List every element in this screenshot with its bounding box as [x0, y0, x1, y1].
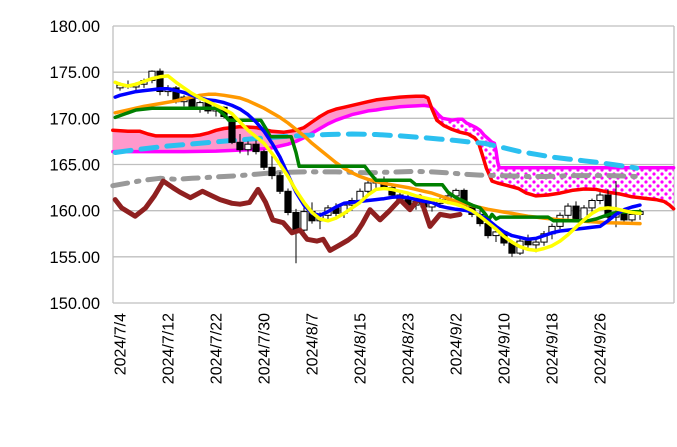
x-axis-label: 2024/9/26	[593, 313, 610, 384]
ichimoku-cloud	[112, 96, 674, 209]
senkou-b-magenta-line	[111, 103, 676, 170]
x-axis-label: 2024/7/30	[257, 313, 274, 384]
dark-red-lagging-line	[112, 178, 463, 253]
gray-dash-dot-line	[110, 168, 639, 189]
x-axis-labels: 2024/7/4 2024/7/12 2024/7/22 2024/7/30 2024/…	[113, 313, 610, 384]
y-axis-labels: 180.00 175.00 170.00 165.00 160.00 155.00 150.…	[50, 18, 100, 313]
y-axis-label: 165.00	[50, 157, 100, 175]
x-axis-label: 2024/9/10	[497, 313, 514, 384]
gridlines	[112, 25, 675, 304]
x-axis-label: 2024/7/12	[161, 313, 178, 384]
x-axis-label: 2024/8/15	[353, 313, 370, 384]
y-axis-label: 175.00	[50, 64, 100, 82]
green-base-line	[113, 106, 642, 223]
y-axis-label: 160.00	[50, 203, 100, 221]
y-axis-label: 155.00	[50, 249, 100, 267]
x-axis-label: 2024/7/4	[113, 313, 130, 375]
yellow-ma-line	[113, 74, 642, 253]
x-axis-label: 2024/8/7	[305, 313, 322, 375]
y-axis-label: 180.00	[50, 18, 100, 36]
x-axis-label: 2024/7/22	[209, 313, 226, 384]
y-axis-label: 170.00	[50, 110, 100, 128]
y-axis-label: 150.00	[50, 295, 100, 313]
x-axis-label: 2024/9/2	[449, 313, 466, 375]
x-axis-label: 2024/8/23	[401, 313, 418, 384]
x-axis-label: 2024/9/18	[545, 313, 562, 384]
cyan-dashed-line	[112, 131, 640, 171]
